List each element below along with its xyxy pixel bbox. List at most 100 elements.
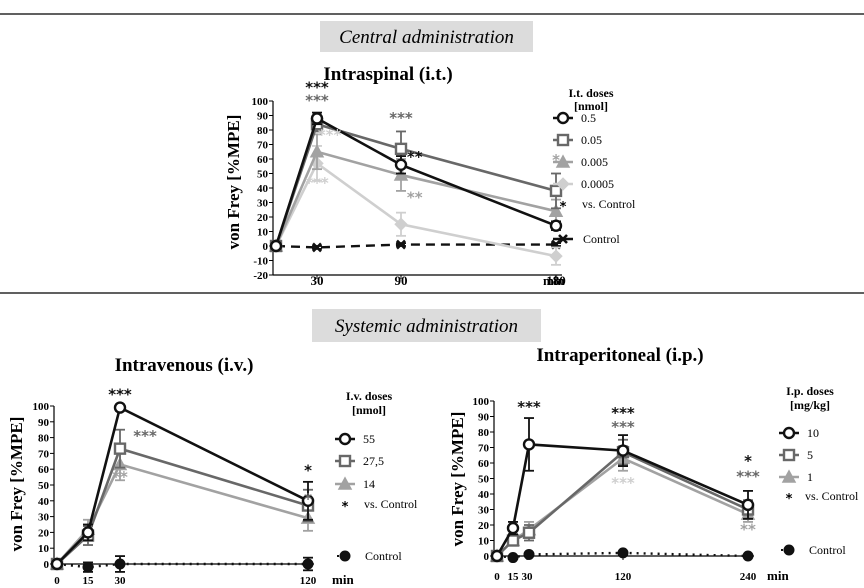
panel-1-ytick-label: 0 (263, 241, 269, 253)
panel-2-legend-55: 55 (335, 432, 375, 446)
panel-2-ytick-label: 100 (33, 401, 50, 413)
panel-3-ytick-label: 90 (478, 412, 490, 424)
panel-1-ytick-label: 70 (257, 140, 269, 152)
legend-title-intraperitoneal: I.p. doses (786, 384, 834, 398)
panel-2-legend-14-label: 14 (363, 477, 375, 491)
panel-3-legend-1: 1 (779, 469, 813, 484)
panel-3-legend-control: Control (781, 543, 846, 557)
panel-1-series-control-point (396, 239, 406, 250)
panel-1-ytick-label: -10 (253, 256, 268, 268)
panel-2-significance-mark: *** (108, 386, 132, 404)
panel-3-ytick-label: 60 (478, 458, 490, 470)
panel-3-ytick-label: 80 (478, 427, 490, 439)
panel-2-significance-mark: *** (133, 427, 157, 445)
ylabel-intravenous: von Frey [%MPE] (7, 417, 26, 552)
panel-1-series-control (271, 239, 561, 253)
panel-3-series-control-point (507, 552, 519, 564)
panel-2-ytick-label: 20 (38, 527, 50, 539)
legend-note-intraspinal: vs. Control (582, 197, 636, 211)
ylabel-intraspinal: von Frey [%MPE] (224, 115, 243, 250)
legend-subtitle-intraperitoneal: [mg/kg] (790, 398, 830, 412)
panel-2-legend-27-5: 27,5 (335, 454, 384, 468)
panel-2-significance-mark: ** (112, 468, 128, 486)
panel-1-ytick-label: 10 (257, 227, 269, 239)
panel-2-legend-55-marker (338, 432, 352, 446)
panel-2-ytick-label: 40 (38, 496, 50, 508)
panel-2-ytick-label: 50 (38, 480, 50, 492)
panel-1-ytick-label: 40 (257, 183, 269, 195)
panel-2-xtick-label: 120 (300, 575, 317, 587)
panel-3-series-10-point (522, 438, 536, 451)
panel-1-series-0-05-point (549, 184, 563, 198)
panel-1-significance-mark: ** (407, 189, 423, 207)
legend-title-intraspinal: I.t. doses (568, 86, 613, 100)
panel-3-significance-mark: *** (611, 474, 635, 492)
panel-3-significance-mark: *** (517, 398, 541, 416)
panel-2-legend-14-marker (337, 476, 353, 490)
legend-note-intravenous: vs. Control (364, 497, 418, 511)
panel-1-series-control-point-b (312, 242, 322, 253)
panel-1-series-control-point-b (396, 239, 406, 250)
panel-1-ytick-label: 60 (257, 154, 269, 166)
panel-3-legend-5: 5 (779, 448, 813, 462)
panel-3-series-10 (490, 417, 755, 563)
panel-title-intraspinal: Intraspinal (i.t.) (323, 64, 452, 85)
panel-1-legend-0-005: 0.005 (553, 154, 608, 169)
panel-3-legend-control-label: Control (809, 543, 846, 557)
panel-2-legend-55-label: 55 (363, 432, 375, 446)
panel-3-significance-mark: *** (611, 418, 635, 436)
panel-3-ytick-label: 70 (478, 443, 490, 455)
panel-1-series-0-5 (269, 111, 563, 253)
panel-3-ytick-label: 20 (478, 520, 490, 532)
xunit-intravenous: min (332, 572, 354, 587)
panel-3-series-10-point (490, 549, 504, 563)
panel-2-series-control-line (56, 562, 308, 569)
panel-1-series-0-0005-point (549, 249, 563, 263)
panel-3-legend-control-marker (783, 544, 795, 556)
xunit-intraspinal: min (543, 273, 565, 288)
panel-3-series-5-point (522, 526, 536, 539)
panel-3-series-10-point (616, 444, 630, 457)
panel-2-ytick-label: 10 (38, 543, 50, 555)
panel-title-intraperitoneal: Intraperitoneal (i.p.) (536, 345, 703, 366)
panel-1-legend-0-005-label: 0.005 (581, 155, 608, 169)
panel-1-ytick-label: 90 (257, 111, 269, 123)
panel-1-legend-control-label: Control (583, 232, 620, 246)
legend-note-intraperitoneal: vs. Control (805, 489, 859, 503)
panel-2-series-27-5 (50, 428, 315, 571)
panel-2-series-55 (50, 401, 315, 571)
panel-1-legend-0-5-marker (556, 111, 570, 125)
panel-1-significance-mark: *** (305, 174, 329, 192)
panel-1-ytick-label: 20 (257, 212, 269, 224)
panel-3-ytick-label: 30 (478, 505, 490, 517)
panel-2-legend-control-label: Control (365, 549, 402, 563)
panel-2-legend-14: 14 (335, 476, 375, 491)
panel-2-series-control-point (114, 558, 126, 570)
panel-2-significance-mark: * (304, 490, 312, 508)
panel-2-legend-27-5-marker (338, 454, 352, 468)
panel-3-xtick-label: 240 (740, 571, 757, 583)
panel-1-legend-0-05: 0.05 (553, 133, 602, 147)
panel-3-series-10-point (506, 521, 520, 535)
legend-subtitle-intravenous: [nmol] (352, 403, 386, 417)
panel-1-ytick-label: -20 (253, 270, 268, 282)
panel-1-series-0-05-point (394, 142, 408, 156)
panel-1-series-0-005-point (309, 144, 325, 158)
panel-1-xtick-label: 180 (546, 273, 566, 288)
panel-1-legend-0-005-marker (555, 154, 571, 168)
panel-1-significance-mark: *** (389, 109, 413, 127)
panel-1-ytick-label: 80 (257, 125, 269, 137)
central-banner-label: Central administration (339, 27, 514, 48)
panel-2-legend-control: Control (337, 549, 402, 563)
panel-1-series-0-005-point (548, 203, 564, 217)
panel-1-legend-0-5-label: 0.5 (581, 111, 596, 125)
panel-3-xtick-label: 0 (494, 571, 500, 583)
xunit-intraperitoneal: min (767, 568, 789, 583)
panel-2-series-control-point (82, 561, 94, 573)
panel-3-ytick-label: 0 (484, 551, 490, 563)
panel-3-ytick-label: 10 (478, 536, 490, 548)
panel-3-ytick-label: 40 (478, 489, 490, 501)
